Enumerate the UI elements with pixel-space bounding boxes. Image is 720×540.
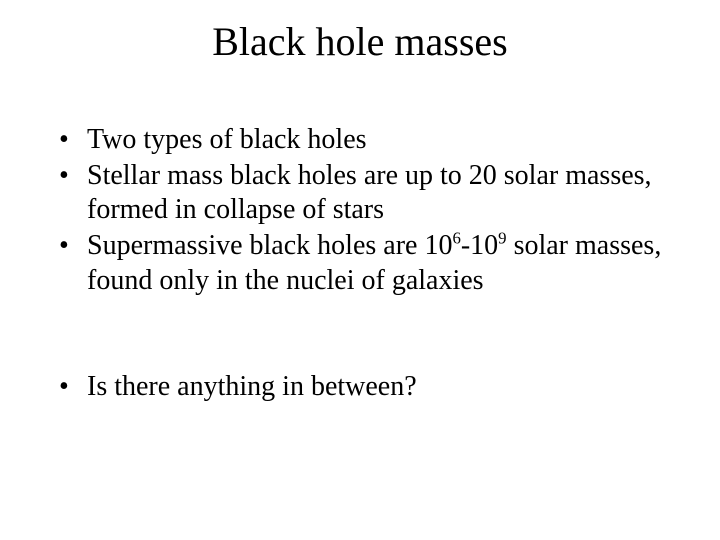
bullet-item: Stellar mass black holes are up to 20 so… [55,159,665,227]
bullet-item: Two types of black holes [55,123,665,157]
bullet-item: Supermassive black holes are 106-109 sol… [55,229,665,297]
bullet-list: Two types of black holesStellar mass bla… [55,123,665,404]
bullet-gap [55,300,665,370]
slide-title: Black hole masses [55,18,665,65]
bullet-item: Is there anything in between? [55,370,665,404]
slide: Black hole masses Two types of black hol… [0,0,720,540]
